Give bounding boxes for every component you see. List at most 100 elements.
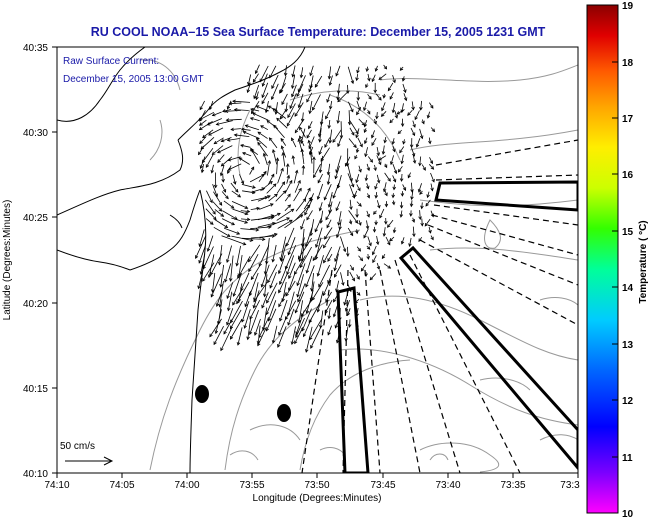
current-vector bbox=[353, 190, 358, 198]
current-vector-head bbox=[411, 219, 416, 223]
current-vector-head bbox=[381, 255, 386, 260]
current-vector-head bbox=[363, 107, 367, 112]
current-vector bbox=[309, 100, 313, 114]
current-vector bbox=[430, 183, 433, 191]
current-vector-head bbox=[226, 321, 230, 326]
current-vector bbox=[288, 272, 296, 291]
current-vector bbox=[306, 92, 313, 103]
current-vector bbox=[314, 75, 323, 88]
current-vector-head bbox=[257, 131, 262, 135]
current-vector bbox=[400, 210, 403, 218]
current-vector-head bbox=[326, 224, 330, 229]
current-vector bbox=[392, 145, 396, 152]
current-vector bbox=[210, 253, 223, 275]
current-vector-head bbox=[378, 96, 382, 101]
y-tick-label: 40:10 bbox=[23, 469, 48, 480]
current-vector-head bbox=[255, 105, 260, 109]
current-vector-head bbox=[308, 88, 312, 93]
current-vector-head bbox=[349, 206, 353, 211]
current-vector-head bbox=[294, 309, 298, 314]
current-vector-head bbox=[428, 140, 432, 145]
current-vector bbox=[301, 308, 312, 332]
current-vector-head bbox=[356, 97, 361, 101]
current-vector-head bbox=[375, 115, 379, 120]
current-vector-head bbox=[235, 262, 239, 267]
current-vector bbox=[271, 74, 279, 89]
current-vector-head bbox=[248, 258, 252, 263]
current-vector-head bbox=[213, 184, 218, 189]
current-vector-head bbox=[289, 219, 293, 224]
current-vector bbox=[305, 326, 313, 353]
current-vector-head bbox=[263, 293, 267, 298]
current-vector bbox=[251, 187, 265, 193]
current-vector bbox=[427, 191, 430, 198]
current-vector bbox=[407, 109, 413, 116]
current-vector-head bbox=[227, 307, 231, 312]
current-vector-head bbox=[354, 155, 358, 160]
current-vector-head bbox=[314, 83, 319, 88]
current-vector bbox=[383, 263, 391, 269]
current-vector-head bbox=[399, 178, 404, 182]
current-vector bbox=[328, 192, 333, 208]
current-vector bbox=[366, 220, 369, 229]
current-vector bbox=[384, 137, 387, 143]
current-vector bbox=[374, 182, 378, 190]
current-vector bbox=[267, 160, 271, 176]
current-vector-head bbox=[328, 82, 333, 86]
current-vector-head bbox=[296, 293, 300, 298]
current-vector-head bbox=[240, 127, 245, 132]
current-vector bbox=[286, 175, 290, 184]
current-vector bbox=[230, 319, 243, 340]
current-vector-head bbox=[270, 214, 275, 218]
current-vector-head bbox=[297, 298, 301, 303]
current-vector bbox=[300, 67, 304, 78]
current-vector-head bbox=[326, 99, 330, 103]
current-vector-head bbox=[333, 274, 338, 278]
current-vector-head bbox=[294, 113, 298, 117]
current-vector bbox=[217, 154, 225, 163]
current-vector-head bbox=[279, 317, 283, 322]
current-vector bbox=[286, 255, 295, 275]
current-vector bbox=[257, 195, 271, 202]
current-vector-head bbox=[407, 112, 411, 116]
current-vector bbox=[298, 300, 303, 323]
current-vector bbox=[323, 246, 333, 263]
current-vector-head bbox=[236, 231, 241, 235]
current-vector bbox=[241, 301, 250, 322]
current-vector bbox=[269, 65, 277, 78]
current-vector-head bbox=[357, 187, 361, 192]
current-vector-head bbox=[359, 143, 363, 148]
current-vector-head bbox=[286, 217, 290, 221]
current-vector bbox=[279, 265, 288, 285]
current-vector bbox=[258, 317, 270, 338]
current-vector-head bbox=[250, 147, 254, 152]
current-vector bbox=[251, 100, 260, 114]
current-vector-head bbox=[333, 298, 337, 303]
coverage-boundary-lines bbox=[301, 139, 578, 473]
current-vector-head bbox=[306, 216, 310, 221]
current-vector bbox=[310, 325, 322, 349]
current-vector bbox=[401, 154, 404, 164]
current-vector bbox=[334, 264, 342, 278]
current-vector-head bbox=[347, 121, 352, 126]
current-vector bbox=[244, 290, 252, 307]
current-vector bbox=[205, 208, 217, 220]
current-vector bbox=[367, 156, 373, 163]
current-vector bbox=[410, 200, 413, 207]
current-vector-head bbox=[200, 169, 205, 174]
current-vector-head bbox=[205, 164, 210, 168]
current-vector bbox=[323, 236, 331, 249]
current-vector-head bbox=[312, 257, 316, 262]
current-vector-head bbox=[327, 315, 331, 320]
current-vector-head bbox=[357, 248, 362, 252]
current-vector bbox=[371, 74, 376, 82]
current-vector bbox=[249, 166, 255, 175]
current-vector-head bbox=[217, 261, 222, 266]
current-vector bbox=[219, 280, 224, 307]
x-tick-label: 73:3 bbox=[560, 480, 580, 491]
current-vector bbox=[337, 110, 340, 124]
current-vector-head bbox=[286, 174, 290, 179]
current-vector bbox=[228, 163, 242, 171]
current-vector-head bbox=[355, 313, 359, 318]
current-vector-head bbox=[237, 298, 242, 303]
